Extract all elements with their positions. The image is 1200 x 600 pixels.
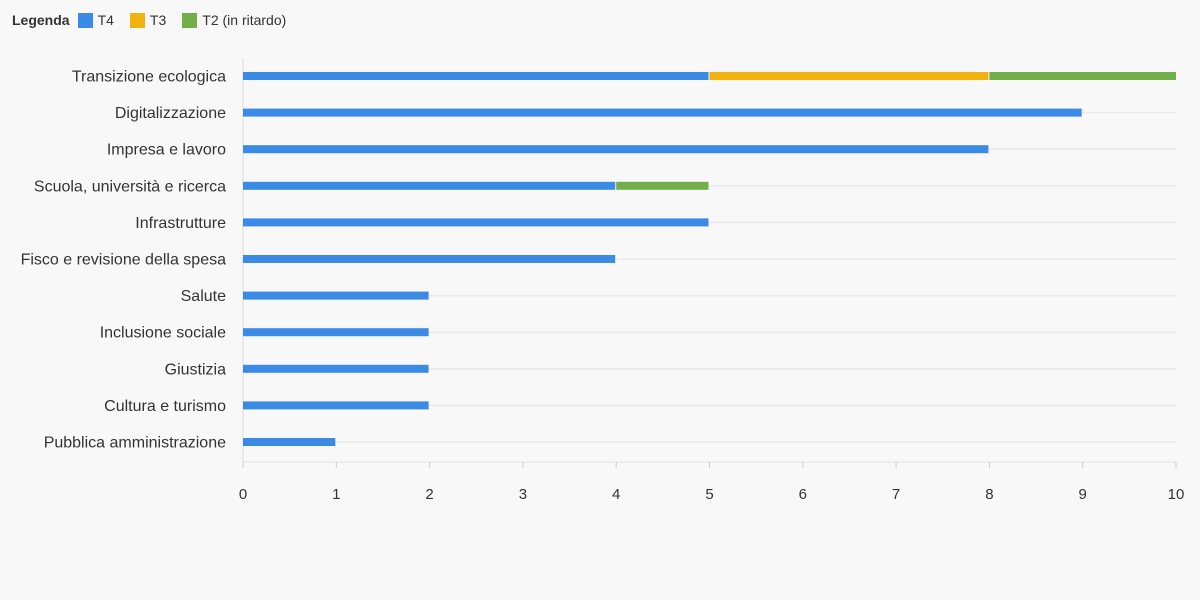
bar-segment [709, 72, 989, 80]
bar-segment [989, 72, 1176, 80]
bar-segment [243, 291, 429, 300]
legend-label-t4: T4 [97, 12, 114, 28]
legend-swatch-t2 [182, 12, 198, 28]
category-label: Pubblica amministrazione [44, 435, 226, 452]
bar-segment [243, 181, 616, 190]
x-tick-label: 2 [425, 486, 433, 503]
category-label: Digitalizzazione [115, 105, 226, 122]
x-tick-label: 7 [892, 486, 900, 503]
category-label: Infrastrutture [135, 215, 226, 232]
category-label: Cultura e turismo [104, 398, 226, 415]
legend-item-t3: T3 [129, 12, 167, 28]
category-label: Giustizia [165, 361, 226, 378]
x-tick-label: 0 [239, 486, 247, 503]
x-tick-label: 1 [332, 486, 340, 503]
bar-segment [243, 401, 429, 410]
category-label: Scuola, università e ricerca [34, 178, 226, 195]
bar-segment [243, 328, 429, 337]
bar-segment [243, 438, 336, 446]
x-tick-label: 9 [1079, 486, 1087, 503]
x-tick-label: 3 [519, 486, 527, 503]
category-label: Impresa e lavoro [107, 142, 226, 159]
bar-segment [243, 145, 989, 154]
x-tick-label: 4 [612, 486, 620, 503]
x-tick-label: 10 [1168, 486, 1185, 503]
legend-item-t4: T4 [77, 12, 114, 28]
bar-segment [243, 108, 1082, 117]
x-tick-label: 6 [799, 486, 807, 503]
legend-item-t2: T2 (in ritardo) [182, 12, 286, 28]
x-tick-label: 5 [705, 486, 713, 503]
legend-label-t2: T2 (in ritardo) [202, 12, 287, 28]
legend-swatch-t3 [129, 12, 145, 28]
bar-segment [243, 218, 709, 227]
legend-swatch-t4 [77, 12, 93, 28]
legend-label-t3: T3 [149, 12, 167, 28]
legend-title: Legenda [12, 12, 70, 28]
category-label: Inclusione sociale [100, 325, 226, 342]
category-label: Fisco e revisione della spesa [21, 252, 227, 269]
bar-segment [243, 72, 709, 80]
bar-segment [243, 255, 616, 263]
category-label: Transizione ecologica [72, 69, 226, 86]
category-label: Salute [181, 288, 226, 305]
bar-segment [616, 181, 709, 190]
legend: Legenda T4 T3 T2 (in ritardo) [12, 12, 302, 28]
bar-segment [243, 364, 429, 373]
x-tick-label: 8 [985, 486, 993, 503]
